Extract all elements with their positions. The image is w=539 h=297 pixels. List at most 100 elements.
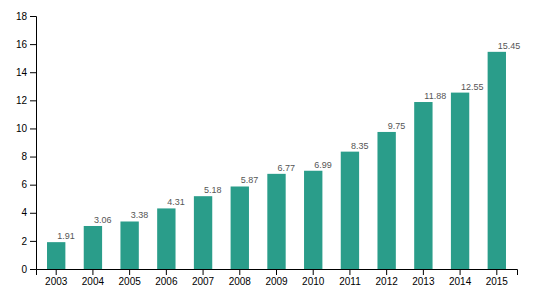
x-tick: 2004 (82, 269, 105, 287)
x-tick-label: 2012 (376, 276, 399, 287)
x-tick-mark (313, 269, 314, 275)
y-tick-label: 18 (16, 11, 28, 22)
x-tick-mark (56, 269, 57, 275)
data-label: 11.88 (424, 91, 446, 101)
data-label: 4.31 (167, 197, 185, 207)
x-tick-mark (349, 269, 350, 275)
bars (47, 52, 506, 269)
y-tick-label: 10 (16, 123, 28, 134)
x-tick-mark (203, 269, 204, 275)
y-tick: 18 (16, 11, 36, 22)
y-tick-mark (30, 44, 36, 45)
x-tick-label: 2013 (412, 276, 435, 287)
y-axis-line (30, 17, 37, 270)
data-labels: 1.91 3.06 3.38 4.31 5.18 5.87 6.77 6.99 8.35 9.75… (57, 41, 520, 241)
y-tick-mark (30, 213, 36, 214)
y-axis: 0 2 4 6 8 10 12 14 16 18 (16, 11, 37, 275)
y-tick-label: 6 (21, 179, 27, 190)
data-label: 5.18 (204, 185, 222, 195)
bar (47, 242, 65, 269)
data-label: 6.99 (314, 160, 332, 170)
x-tick-label: 2009 (265, 276, 288, 287)
x-axis-line (37, 270, 518, 276)
x-tick: 2007 (192, 269, 215, 287)
bar (451, 93, 469, 269)
y-tick-mark (30, 100, 36, 101)
bar (304, 171, 322, 269)
bar (414, 102, 432, 269)
x-tick-label: 2003 (45, 276, 68, 287)
bar (231, 186, 249, 269)
x-tick-mark (129, 269, 130, 275)
y-tick-mark (30, 157, 36, 158)
data-label: 12.55 (461, 82, 484, 92)
x-tick-mark (460, 269, 461, 275)
x-tick-mark (92, 269, 93, 275)
x-tick-label: 2006 (155, 276, 178, 287)
x-tick: 2005 (119, 269, 142, 287)
plot: 0246810121416182003200420052006200720082… (16, 11, 520, 287)
bar (341, 152, 359, 269)
x-tick-label: 2015 (486, 276, 509, 287)
x-tick: 2006 (155, 269, 178, 287)
bar (377, 132, 395, 269)
data-label: 9.75 (388, 121, 406, 131)
x-tick: 2003 (45, 269, 68, 287)
data-label: 15.45 (498, 41, 521, 51)
y-tick: 2 (21, 236, 36, 247)
y-tick-mark (30, 269, 36, 270)
y-tick: 4 (21, 207, 36, 218)
y-tick-mark (30, 185, 36, 186)
x-tick-label: 2008 (229, 276, 252, 287)
chart: 0246810121416182003200420052006200720082… (0, 0, 539, 297)
bar (157, 208, 175, 269)
x-tick-label: 2007 (192, 276, 215, 287)
x-tick-label: 2005 (119, 276, 142, 287)
y-tick: 6 (21, 179, 36, 190)
y-tick-label: 14 (16, 67, 28, 78)
y-tick: 0 (21, 264, 36, 275)
y-tick-label: 4 (21, 207, 27, 218)
x-tick-mark (496, 269, 497, 275)
x-axis: 2003 2004 2005 2006 2007 2008 2009 2010 2011 2012… (37, 269, 518, 287)
x-tick-mark (386, 269, 387, 275)
x-tick-mark (423, 269, 424, 275)
y-tick-label: 12 (16, 95, 28, 106)
y-tick-mark (30, 128, 36, 129)
x-tick: 2008 (229, 269, 252, 287)
x-tick: 2014 (449, 269, 472, 287)
bar (120, 221, 138, 269)
data-label: 3.06 (94, 215, 112, 225)
data-label: 3.38 (131, 210, 149, 220)
y-tick-mark (30, 72, 36, 73)
bar (194, 196, 212, 269)
y-tick: 12 (16, 95, 36, 106)
bar (488, 52, 506, 269)
y-tick-mark (30, 16, 36, 17)
x-tick-mark (239, 269, 240, 275)
y-tick: 10 (16, 123, 36, 134)
data-label: 8.35 (351, 141, 369, 151)
y-tick: 8 (21, 151, 36, 162)
x-tick-label: 2004 (82, 276, 105, 287)
y-tick-mark (30, 241, 36, 242)
x-tick-label: 2014 (449, 276, 472, 287)
y-tick-label: 2 (21, 236, 27, 247)
y-tick: 14 (16, 67, 36, 78)
y-tick: 16 (16, 39, 36, 50)
x-tick: 2013 (412, 269, 435, 287)
data-label: 6.77 (278, 163, 296, 173)
bar (84, 226, 102, 269)
y-tick-label: 0 (21, 264, 27, 275)
x-tick: 2011 (339, 269, 361, 287)
data-label: 5.87 (241, 175, 259, 185)
y-tick-label: 16 (16, 39, 28, 50)
data-label: 1.91 (57, 231, 75, 241)
x-tick-label: 2011 (339, 276, 361, 287)
x-tick: 2015 (486, 269, 509, 287)
x-tick: 2012 (376, 269, 399, 287)
x-tick-label: 2010 (302, 276, 325, 287)
x-tick: 2010 (302, 269, 325, 287)
x-tick-mark (276, 269, 277, 275)
bar (267, 174, 285, 269)
